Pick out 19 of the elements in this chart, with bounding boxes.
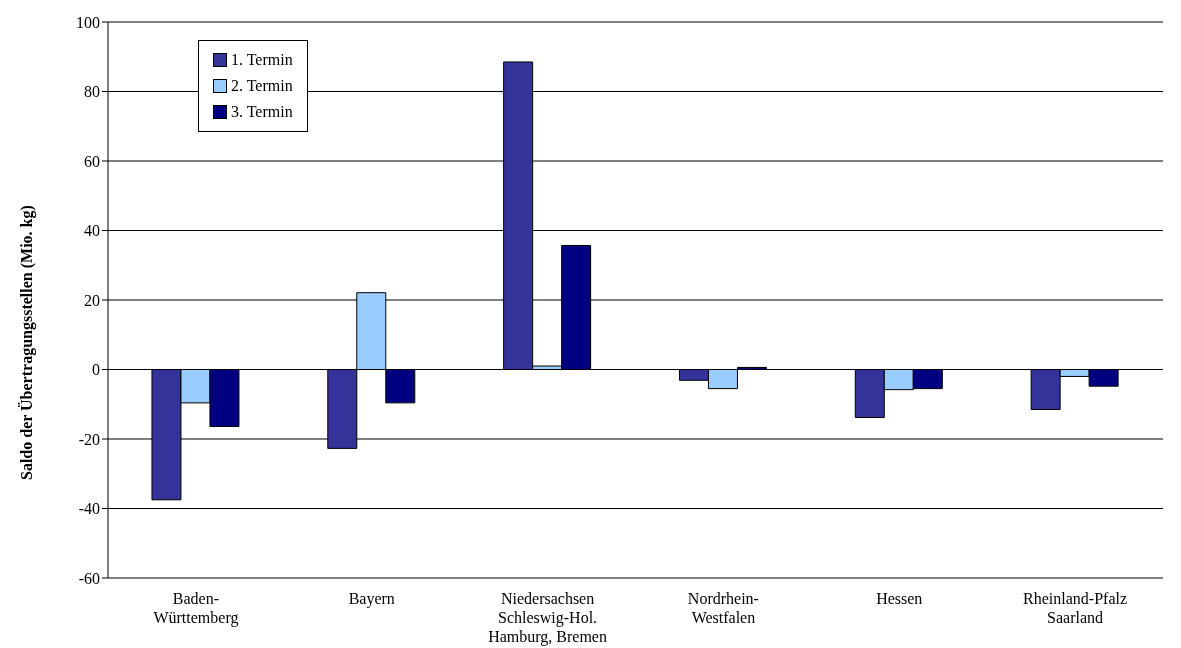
- x-tick-label: Nordrhein- Westfalen: [687, 590, 759, 626]
- y-tick-label: 20: [84, 291, 100, 309]
- x-tick-label: Niedersachsen Schleswig-Hol. Hamburg, Bremen: [488, 590, 607, 646]
- x-tick-label: Rheinland-Pfalz Saarland: [1023, 590, 1128, 626]
- y-tick-label: 60: [84, 152, 100, 170]
- x-tick-label: Bayern: [348, 590, 395, 608]
- legend-label: 1. Termin: [231, 50, 293, 70]
- legend-label: 2. Termin: [231, 76, 293, 96]
- y-tick-label: -40: [78, 500, 100, 518]
- y-tick-label: -60: [78, 569, 100, 587]
- y-tick-label: 0: [92, 361, 100, 379]
- y-axis-title: Saldo der Übertragungsstellen (Mio. kg): [17, 205, 36, 480]
- x-tick-label: Hessen: [876, 590, 923, 607]
- y-tick-label: -20: [78, 430, 100, 448]
- x-tick-label: Baden- Württemberg: [153, 590, 239, 627]
- y-tick-label: 100: [76, 13, 100, 31]
- y-tick-label: 40: [84, 222, 100, 240]
- y-tick-label: 80: [84, 83, 100, 101]
- legend-label: 3. Termin: [231, 102, 293, 122]
